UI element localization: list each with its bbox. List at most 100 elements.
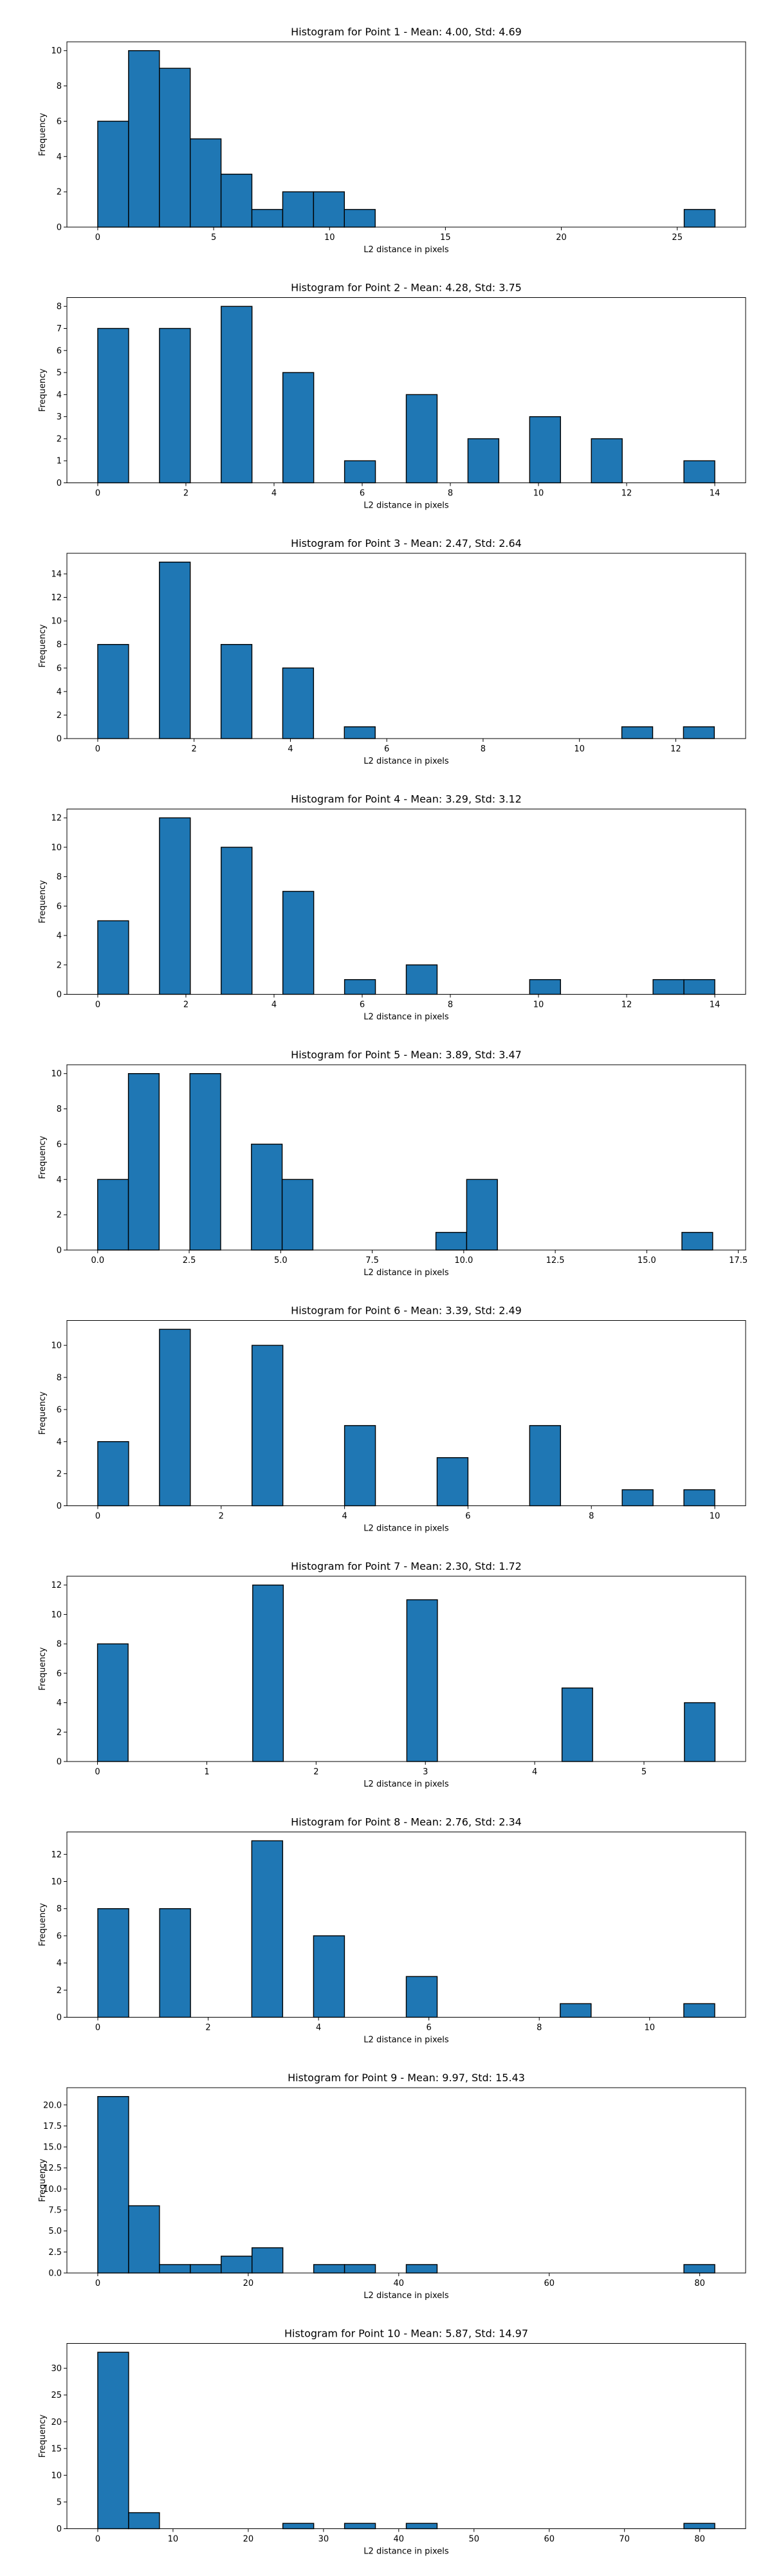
histogram-bar	[282, 2523, 315, 2530]
histogram-bar	[683, 2264, 715, 2274]
y-tick-label: 6	[57, 1140, 62, 1150]
histogram-bar	[221, 306, 253, 484]
y-tick-label: 4	[57, 152, 62, 162]
y-axis-label: Frequency	[38, 2415, 48, 2458]
x-tick-label: 8	[448, 1000, 453, 1010]
y-tick-label: 4	[57, 1959, 62, 1969]
x-axis-label: L2 distance in pixels	[363, 2036, 449, 2045]
y-tick-label: 7.5	[48, 2206, 62, 2216]
y-tick-label: 0	[57, 1758, 62, 1767]
chart-title: Histogram for Point 10 - Mean: 5.87, Std…	[284, 2328, 528, 2340]
y-axis-label: Frequency	[38, 880, 48, 923]
y-tick-label: 0	[57, 479, 62, 488]
y-tick-label: 8	[57, 1374, 62, 1383]
histogram-bar	[252, 1585, 284, 1762]
y-tick-label: 10.0	[43, 2185, 62, 2194]
histogram-bar	[344, 208, 376, 228]
y-tick-label: 10	[51, 1877, 62, 1887]
x-tick-label: 3	[423, 1767, 428, 1777]
histogram-bar	[681, 1231, 713, 1251]
x-axis-label: L2 distance in pixels	[363, 757, 449, 766]
x-tick-label: 0	[95, 2535, 100, 2544]
histogram-bar	[621, 1489, 654, 1507]
x-tick-label: 2	[192, 744, 197, 754]
y-tick-label: 20.0	[43, 2101, 62, 2110]
x-tick-label: 5	[211, 233, 216, 243]
y-tick-label: 4	[57, 687, 62, 697]
chart-title: Histogram for Point 9 - Mean: 9.97, Std:…	[288, 2072, 525, 2084]
chart-title: Histogram for Point 7 - Mean: 2.30, Std:…	[291, 1560, 522, 1572]
histogram-bar	[159, 1908, 191, 2018]
y-tick-label: 0	[57, 223, 62, 233]
histogram-panel-4: Histogram for Point 4 - Mean: 3.29, Std:…	[38, 793, 746, 1022]
x-tick-label: 0	[95, 1000, 100, 1010]
histogram-panel-7: Histogram for Point 7 - Mean: 2.30, Std:…	[38, 1560, 746, 1789]
x-axis-label: L2 distance in pixels	[363, 1780, 449, 1789]
y-tick-label: 2	[57, 1728, 62, 1738]
x-tick-label: 4	[271, 489, 277, 499]
x-tick-label: 14	[710, 489, 721, 499]
y-tick-label: 0	[57, 990, 62, 1000]
histogram-bar	[591, 438, 623, 484]
histogram-bar	[683, 726, 715, 739]
y-tick-label: 6	[57, 346, 62, 356]
histogram-bar	[529, 979, 561, 995]
y-tick-label: 30	[51, 2364, 62, 2374]
y-tick-label: 3	[57, 412, 62, 422]
y-tick-label: 7	[57, 324, 62, 334]
x-tick-label: 10	[533, 1000, 544, 1010]
x-tick-label: 6	[427, 2023, 432, 2033]
histogram-bar	[97, 1908, 129, 2018]
histogram-bar	[97, 920, 129, 995]
histogram-bar	[406, 1599, 438, 1762]
y-tick-label: 1	[57, 457, 62, 466]
y-tick-label: 10	[51, 617, 62, 627]
y-tick-label: 12.5	[43, 2164, 62, 2173]
histogram-panel-1: Histogram for Point 1 - Mean: 4.00, Std:…	[38, 26, 746, 255]
histogram-bar	[344, 726, 376, 739]
x-tick-label: 10	[574, 744, 585, 754]
x-tick-label: 70	[619, 2535, 630, 2544]
x-tick-label: 15.0	[638, 1256, 656, 1265]
x-tick-label: 0	[95, 2279, 100, 2288]
x-tick-label: 0	[95, 233, 100, 243]
y-axis-label: Frequency	[38, 1647, 48, 1690]
y-axis-label: Frequency	[38, 369, 48, 412]
x-tick-label: 60	[544, 2535, 555, 2544]
y-axis-label: Frequency	[38, 1136, 48, 1179]
chart-title: Histogram for Point 3 - Mean: 2.47, Std:…	[291, 537, 522, 549]
histogram-bar	[683, 2523, 715, 2530]
chart-title: Histogram for Point 5 - Mean: 3.89, Std:…	[291, 1049, 522, 1061]
plot-frame	[66, 553, 746, 739]
y-tick-label: 6	[57, 117, 62, 127]
y-axis-label: Frequency	[38, 1903, 48, 1946]
histogram-bar	[313, 1935, 345, 2018]
x-tick-label: 4	[288, 744, 293, 754]
histogram-bar	[561, 1688, 593, 1762]
y-tick-label: 8	[57, 1640, 62, 1650]
x-tick-label: 8	[537, 2023, 542, 2033]
histogram-bar	[159, 817, 191, 995]
histogram-bar	[435, 1231, 468, 1251]
histogram-bar	[405, 394, 438, 484]
y-axis-label: Frequency	[38, 624, 48, 667]
histogram-bar	[189, 138, 222, 228]
y-tick-label: 25	[51, 2391, 62, 2400]
x-tick-label: 17.5	[729, 1256, 748, 1265]
y-tick-label: 4	[57, 1698, 62, 1708]
x-tick-label: 2	[219, 1512, 224, 1522]
histogram-bar	[97, 2351, 129, 2530]
y-tick-label: 10	[51, 46, 62, 56]
y-tick-label: 0	[57, 1502, 62, 1511]
x-tick-label: 60	[544, 2279, 555, 2288]
histogram-bar	[128, 2205, 160, 2274]
plot-frame	[66, 2343, 746, 2529]
x-axis-label: L2 distance in pixels	[363, 501, 449, 511]
x-tick-label: 0	[95, 489, 100, 499]
y-tick-label: 2	[57, 188, 62, 198]
x-tick-label: 10	[324, 233, 335, 243]
histogram-bar	[252, 1345, 284, 1507]
y-tick-label: 2	[57, 1469, 62, 1479]
y-tick-label: 0.0	[48, 2269, 62, 2279]
